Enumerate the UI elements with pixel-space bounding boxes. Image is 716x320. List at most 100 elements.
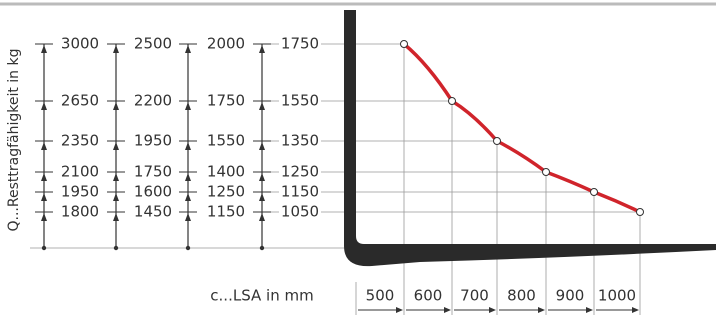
lsa-label: 500	[366, 287, 395, 305]
base-dot	[185, 245, 191, 251]
lsa-label: 1000	[598, 287, 636, 305]
label-bg	[59, 132, 101, 150]
label-bg	[279, 163, 321, 181]
capacity-label: 1250	[281, 163, 319, 181]
label-bg	[132, 183, 174, 201]
capacity-label: 1750	[207, 92, 245, 110]
label-bg	[279, 132, 321, 150]
arrow-head	[113, 45, 119, 53]
content: 3000 2500 2000 1750 2650 2200 1750 1550 2350 1950…	[30, 35, 644, 315]
label-bg	[59, 183, 101, 201]
capacity-label: 1600	[134, 183, 172, 201]
label-bg	[132, 92, 174, 110]
capacity-label: 1150	[281, 183, 319, 201]
arrow-head	[185, 142, 191, 150]
arrow-head	[113, 213, 119, 221]
arrow-head	[113, 142, 119, 150]
label-bg	[132, 163, 174, 181]
arrow-head	[113, 173, 119, 181]
arrow-head	[41, 142, 47, 150]
arrow-head	[41, 102, 47, 110]
capacity-label: 3000	[61, 35, 99, 53]
capacity-label: 1950	[134, 132, 172, 150]
lsa-label: 600	[414, 287, 443, 305]
label-bg	[59, 35, 101, 53]
base-dot	[259, 245, 265, 251]
capacity-label: 1450	[134, 203, 172, 221]
lsa-label: 900	[556, 287, 585, 305]
label-bg	[279, 203, 321, 221]
capacity-label: 1350	[281, 132, 319, 150]
label-bg	[59, 163, 101, 181]
label-bg	[132, 35, 174, 53]
capacity-label: 2200	[134, 92, 172, 110]
capacity-label: 1400	[207, 163, 245, 181]
arrow-head	[113, 193, 119, 201]
curve-point	[400, 40, 408, 48]
capacity-label: 1150	[207, 203, 245, 221]
label-bg	[59, 92, 101, 110]
label-bg	[205, 132, 247, 150]
label-bg	[279, 92, 321, 110]
arrow-head	[185, 173, 191, 181]
capacity-label: 2500	[134, 35, 172, 53]
label-bg	[132, 132, 174, 150]
y-axis-label: Q...Resttragfähigkeit in kg	[6, 49, 22, 232]
lsa-arrow-head	[396, 307, 403, 313]
arrow-head	[259, 102, 265, 110]
capacity-label: 2350	[61, 132, 99, 150]
label-bg	[205, 163, 247, 181]
lsa-arrow-head	[444, 307, 451, 313]
curve-point	[448, 97, 456, 105]
arrow-head	[41, 173, 47, 181]
capacity-label: 2650	[61, 92, 99, 110]
arrow-head	[259, 173, 265, 181]
arrow-head	[259, 193, 265, 201]
arrow-head	[185, 45, 191, 53]
label-bg	[59, 203, 101, 221]
label-bg	[132, 203, 174, 221]
arrow-head	[259, 142, 265, 150]
curve-point	[493, 137, 501, 145]
lsa-arrow-head	[538, 307, 545, 313]
arrow-head	[259, 45, 265, 53]
x-axis-label: c...LSA in mm	[210, 287, 313, 305]
capacity-label: 1550	[207, 132, 245, 150]
arrow-head	[185, 102, 191, 110]
capacity-label: 1050	[281, 203, 319, 221]
arrow-head	[41, 45, 47, 53]
curve-point	[590, 188, 598, 196]
capacity-label: 1950	[61, 183, 99, 201]
base-dot	[41, 245, 47, 251]
arrow-head	[185, 213, 191, 221]
label-bg	[205, 203, 247, 221]
arrow-head	[41, 213, 47, 221]
arrow-head	[185, 193, 191, 201]
label-bg	[205, 92, 247, 110]
capacity-label: 2100	[61, 163, 99, 181]
lsa-label: 800	[507, 287, 536, 305]
capacity-label: 1800	[61, 203, 99, 221]
label-bg	[279, 183, 321, 201]
capacity-label: 1550	[281, 92, 319, 110]
lsa-arrow-head	[632, 307, 639, 313]
lsa-label: 700	[460, 287, 489, 305]
lsa-arrow-head	[586, 307, 593, 313]
label-bg	[205, 35, 247, 53]
capacity-label: 1250	[207, 183, 245, 201]
lsa-arrow-head	[489, 307, 496, 313]
arrow-head	[41, 193, 47, 201]
capacity-label: 1750	[134, 163, 172, 181]
capacity-label: 2000	[207, 35, 245, 53]
capacity-label: 1750	[281, 35, 319, 53]
curve-point	[542, 168, 550, 176]
label-bg	[279, 35, 321, 53]
base-dot	[113, 245, 119, 251]
arrow-head	[113, 102, 119, 110]
arrow-head	[259, 213, 265, 221]
label-bg	[205, 183, 247, 201]
curve-point	[636, 208, 644, 216]
